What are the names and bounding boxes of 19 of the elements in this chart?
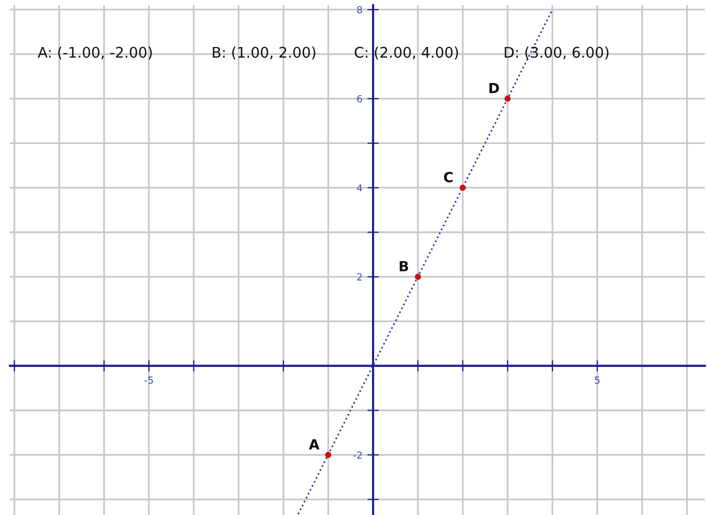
x-tick-label: -5 [144, 376, 153, 384]
y-tick-label: -2 [353, 451, 362, 459]
point [325, 452, 332, 458]
annotation: C: (2.00, 4.00) [354, 46, 458, 60]
x-tick-label: 5 [594, 376, 600, 384]
annotation: C [444, 172, 453, 182]
annotation: B: (1.00, 2.00) [212, 46, 316, 60]
annotation: A: (-1.00, -2.00) [38, 46, 152, 60]
y-tick-label: 4 [356, 184, 362, 192]
y-tick-label: 6 [357, 95, 362, 102]
annotation: B [400, 261, 408, 272]
annotation: A [308, 439, 320, 450]
y-tick-label: 8 [357, 6, 362, 14]
y-tick-label: 2 [357, 273, 362, 280]
point [414, 274, 422, 280]
annotation: D: (3.00, 6.00) [504, 46, 608, 60]
point [504, 96, 511, 102]
point [460, 184, 466, 191]
annotation: D [489, 82, 499, 94]
